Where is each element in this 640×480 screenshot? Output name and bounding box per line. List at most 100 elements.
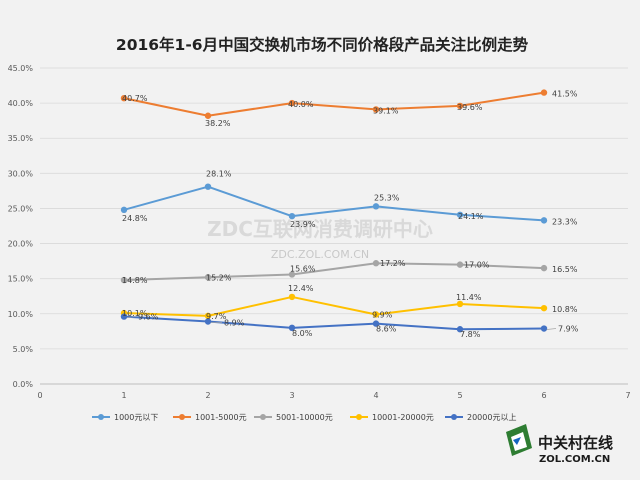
y-tick-label: 30.0% [8, 169, 34, 178]
data-label: 28.1% [206, 170, 232, 179]
data-label: 10.8% [552, 305, 578, 314]
data-label: 16.5% [552, 265, 578, 274]
data-label: 15.2% [206, 273, 232, 282]
chart-title: 2016年1-6月中国交换机市场不同价格段产品关注比例走势 [116, 35, 529, 54]
data-label: 11.4% [456, 293, 482, 302]
legend-swatch-marker [356, 414, 362, 420]
data-point [120, 206, 128, 214]
data-label: 41.5% [552, 90, 578, 99]
legend-swatch-marker [98, 414, 104, 420]
data-label: 40.7% [122, 94, 148, 103]
data-label: 7.9% [558, 325, 579, 334]
data-point [456, 102, 464, 110]
legend: 1000元以下 1001-5000元 5001-10000元 10001-20000元… [92, 413, 516, 422]
data-point [204, 318, 212, 325]
legend-label: 1001-5000元 [195, 413, 247, 422]
data-point [120, 276, 128, 284]
data-label: 8.6% [376, 325, 397, 334]
data-point [372, 320, 380, 327]
x-tick-label: 0 [37, 391, 42, 400]
y-tick-label: 20.0% [8, 240, 34, 249]
series-line-4 [123, 295, 545, 317]
label-leader-line [546, 328, 557, 330]
x-axis: 0 1 2 3 4 5 6 7 [37, 383, 631, 400]
data-point [372, 260, 380, 267]
data-label: 9.7% [206, 312, 227, 321]
data-point [456, 261, 464, 268]
data-label: 10.1% [122, 309, 148, 318]
data-label: 39.1% [373, 106, 399, 115]
data-point [120, 94, 128, 102]
label-leader-line [126, 316, 137, 318]
data-point [540, 89, 548, 96]
data-point [456, 211, 464, 218]
series-line-2 [123, 91, 545, 117]
data-point [456, 300, 464, 308]
logo-domain: ZOL.COM.CN [539, 454, 610, 465]
zol-logo: 中关村在线 ZOL.COM.CN [506, 424, 613, 465]
data-point [288, 271, 296, 278]
data-point [540, 325, 548, 332]
y-tick-label: 45.0% [8, 64, 34, 73]
watermark-main: ZDC互联网消费调研中心 [207, 217, 433, 241]
legend-label: 10001-20000元 [372, 413, 434, 422]
x-tick-label: 3 [289, 391, 294, 400]
legend-label: 20000元以上 [467, 413, 516, 422]
legend-swatch-marker [451, 414, 457, 420]
data-point [372, 203, 380, 210]
x-tick-label: 5 [457, 391, 462, 400]
data-point [204, 112, 212, 119]
legend-swatch-marker [260, 414, 266, 420]
data-labels: 24.8% 28.1% 23.9% 25.3% 24.1% 23.3% 40.7% 38.2%… [122, 90, 579, 340]
data-point [288, 293, 296, 301]
y-tick-label: 10.0% [8, 310, 34, 319]
data-label: 23.3% [552, 217, 578, 226]
y-tick-label: 0.0% [13, 380, 34, 389]
legend-swatch-marker [179, 414, 185, 420]
data-point [204, 274, 212, 281]
legend-label: 5001-10000元 [276, 413, 333, 422]
data-label: 8.9% [224, 319, 245, 328]
data-point [540, 217, 548, 224]
data-label: 14.8% [122, 276, 148, 285]
data-point [540, 264, 548, 272]
data-label: 25.3% [374, 193, 400, 202]
data-label: 15.6% [290, 264, 316, 273]
y-axis: 0.0% 5.0% 10.0% 15.0% 20.0% 25.0% 30.0% 35.0% 40… [8, 64, 34, 389]
data-label: 38.2% [205, 119, 231, 128]
series-line-5 [123, 315, 545, 331]
series-group [120, 89, 548, 333]
logo-name: 中关村在线 [538, 434, 613, 452]
y-tick-label: 35.0% [8, 134, 34, 143]
data-label: 39.6% [457, 103, 483, 112]
watermark-sub: ZDC.ZOL.COM.CN [271, 248, 369, 261]
y-tick-label: 25.0% [8, 204, 34, 213]
zol-logo-mark [506, 424, 532, 456]
legend-label: 1000元以下 [114, 413, 158, 422]
data-label: 40.0% [288, 100, 314, 109]
x-tick-label: 6 [541, 391, 546, 400]
data-label: 12.4% [288, 284, 314, 293]
data-point [372, 311, 380, 318]
x-tick-label: 4 [373, 391, 378, 400]
data-point [288, 212, 296, 220]
data-point [288, 99, 296, 107]
data-point [540, 304, 548, 312]
series-line-3 [123, 262, 545, 282]
data-label: 9.6% [138, 313, 159, 322]
data-point [204, 312, 212, 320]
series-line-1 [123, 185, 545, 222]
data-label: 17.0% [464, 261, 490, 270]
watermark: ZDC互联网消费调研中心 ZDC.ZOL.COM.CN [207, 217, 433, 261]
data-label: 23.9% [290, 220, 316, 229]
data-point [204, 183, 212, 190]
data-label: 9.9% [372, 310, 393, 319]
data-point [288, 324, 296, 332]
data-point [120, 313, 128, 320]
data-label: 24.8% [122, 214, 148, 223]
y-tick-label: 5.0% [13, 345, 34, 354]
data-point [372, 106, 380, 113]
x-tick-label: 1 [121, 391, 126, 400]
data-label: 7.8% [460, 330, 481, 339]
